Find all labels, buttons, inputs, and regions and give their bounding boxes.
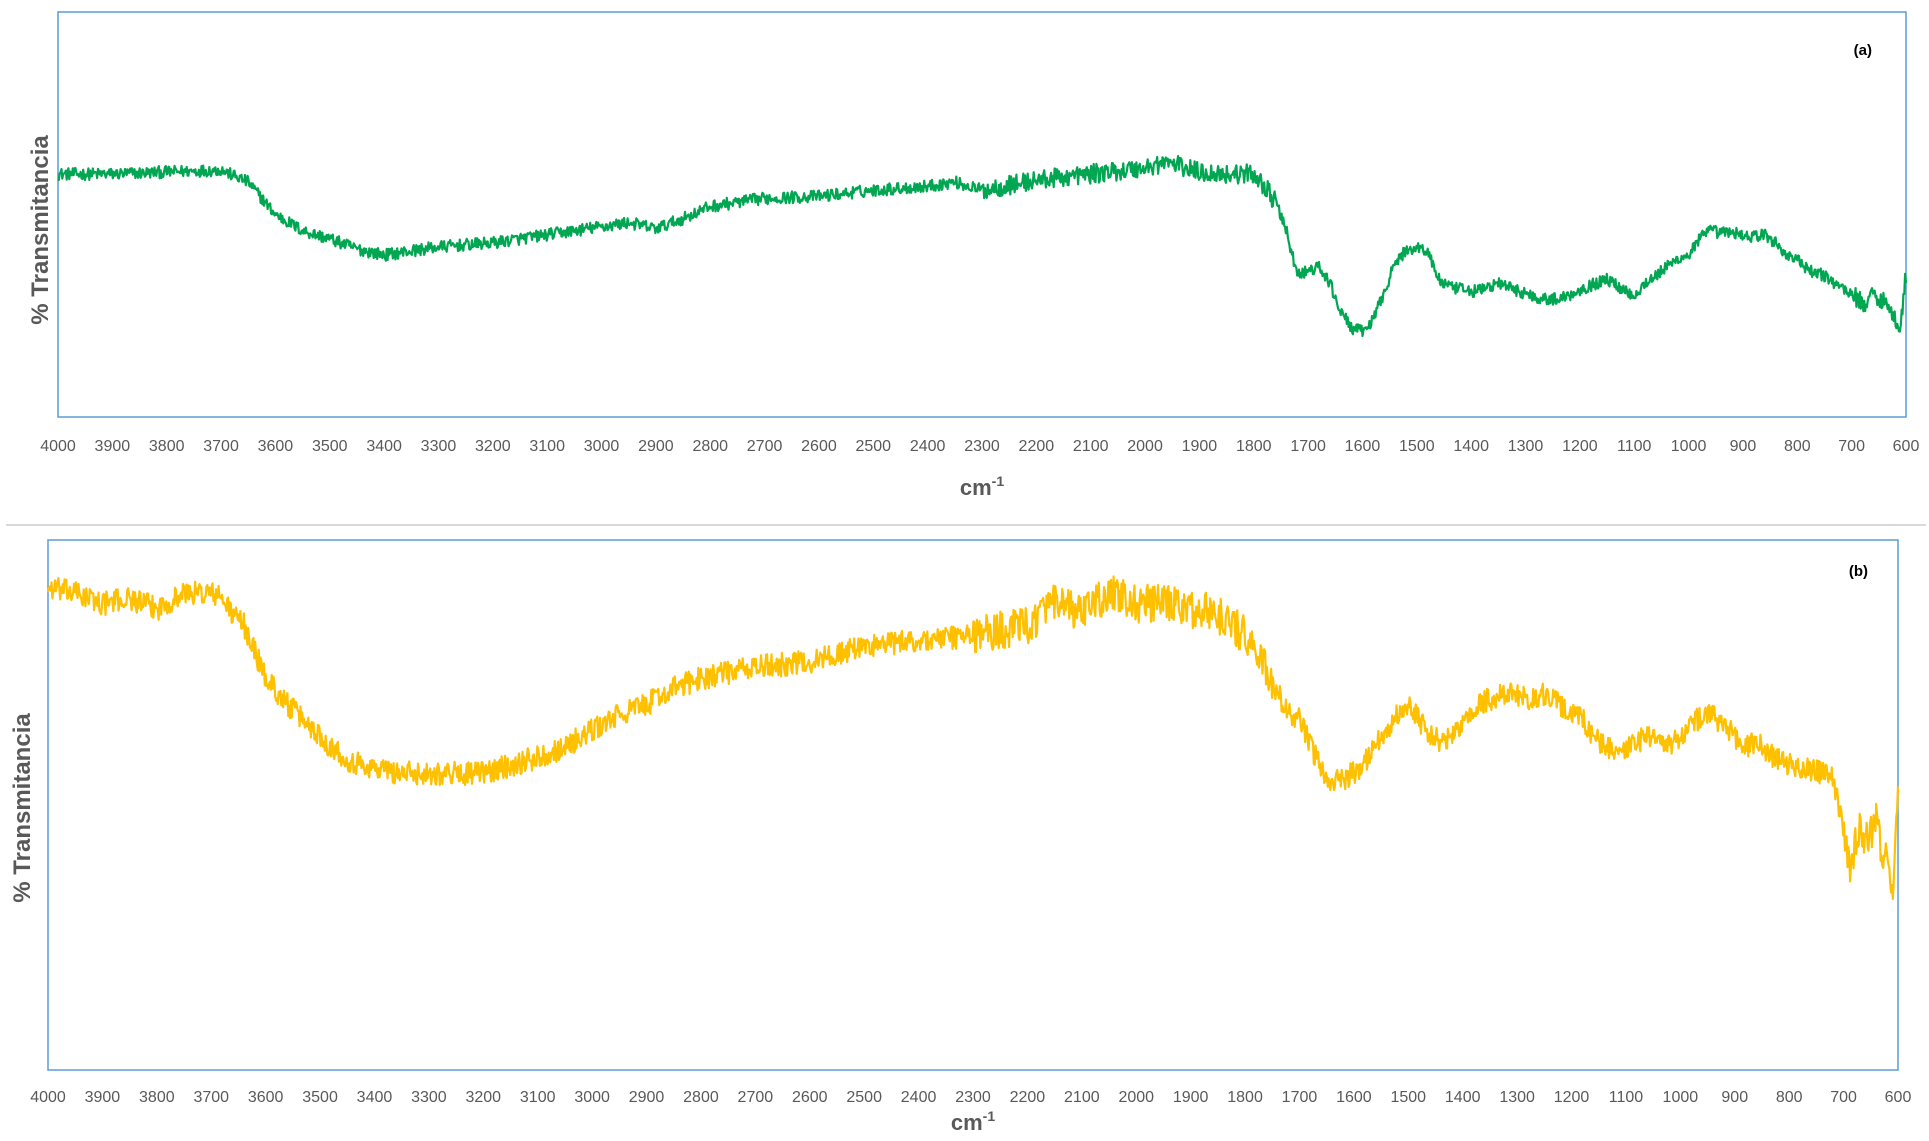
x-axis-label-b: cm-1	[951, 1108, 995, 1135]
x-tick-label-a-600: 600	[1893, 438, 1920, 455]
x-axis-unit-a: cm	[960, 475, 992, 500]
x-tick-label-a-2300: 2300	[964, 438, 1000, 455]
y-axis-label-b: % Transmitancia	[9, 713, 36, 903]
x-tick-label-b-2800: 2800	[683, 1089, 719, 1106]
x-tick-label-a-900: 900	[1730, 438, 1757, 455]
x-tick-label-b-1500: 1500	[1390, 1089, 1426, 1106]
chart-a: (a) % Transmitancia cm-1 4000 3900 3800 370…	[27, 11, 1919, 500]
x-tick-label-b-3300: 3300	[411, 1089, 447, 1106]
x-tick-label-a-3000: 3000	[584, 438, 620, 455]
x-tick-label-b-1000: 1000	[1663, 1089, 1699, 1106]
x-tick-label-a-3700: 3700	[203, 438, 239, 455]
series-b	[46, 575, 1900, 900]
x-tick-label-b-3000: 3000	[574, 1089, 610, 1106]
x-tick-label-b-1800: 1800	[1227, 1089, 1263, 1106]
x-tick-label-b-600: 600	[1885, 1089, 1912, 1106]
chart-panel-b: (b) % Transmitancia cm-1 4000 3900 3800 370…	[0, 528, 1929, 1141]
x-tick-label-a-2500: 2500	[855, 438, 891, 455]
x-tick-label-b-1400: 1400	[1445, 1089, 1481, 1106]
x-tick-label-a-4000: 4000	[40, 438, 76, 455]
x-tick-label-a-2800: 2800	[692, 438, 728, 455]
x-tick-label-b-2700: 2700	[738, 1089, 774, 1106]
chart-b: (b) % Transmitancia cm-1 4000 3900 3800 370…	[9, 539, 1911, 1135]
x-tick-label-b-1300: 1300	[1499, 1089, 1535, 1106]
x-tick-label-b-3100: 3100	[520, 1089, 556, 1106]
series-a	[57, 154, 1908, 338]
x-tick-label-a-1900: 1900	[1182, 438, 1218, 455]
x-tick-label-a-3300: 3300	[421, 438, 457, 455]
x-tick-label-a-2900: 2900	[638, 438, 674, 455]
x-tick-label-a-3500: 3500	[312, 438, 348, 455]
x-tick-label-a-3900: 3900	[95, 438, 131, 455]
x-tick-label-a-2600: 2600	[801, 438, 837, 455]
x-tick-label-b-700: 700	[1830, 1089, 1857, 1106]
x-tick-label-b-800: 800	[1776, 1089, 1803, 1106]
x-tick-label-a-1400: 1400	[1453, 438, 1489, 455]
x-tick-label-a-800: 800	[1784, 438, 1811, 455]
x-axis-unit-exponent-b: -1	[983, 1108, 996, 1124]
x-tick-label-b-900: 900	[1721, 1089, 1748, 1106]
x-tick-label-a-2000: 2000	[1127, 438, 1163, 455]
x-tick-labels-b: 4000 3900 3800 3700 3600 3500 3400 3300 3200 3100…	[30, 1089, 1911, 1106]
x-tick-label-b-1200: 1200	[1554, 1089, 1590, 1106]
chart-panel-a: (a) % Transmitancia cm-1 4000 3900 3800 370…	[0, 0, 1929, 520]
x-tick-label-b-2400: 2400	[901, 1089, 937, 1106]
x-axis-label-a: cm-1	[960, 473, 1004, 500]
x-tick-label-b-1600: 1600	[1336, 1089, 1372, 1106]
x-tick-label-a-1200: 1200	[1562, 438, 1598, 455]
x-tick-label-a-1000: 1000	[1671, 438, 1707, 455]
x-tick-label-a-1700: 1700	[1290, 438, 1326, 455]
x-tick-label-a-2700: 2700	[747, 438, 783, 455]
x-tick-label-b-3500: 3500	[302, 1089, 338, 1106]
x-tick-label-b-3800: 3800	[139, 1089, 175, 1106]
x-tick-label-b-1100: 1100	[1609, 1089, 1644, 1106]
x-tick-label-a-2200: 2200	[1019, 438, 1055, 455]
plot-frame-b	[47, 539, 1899, 1071]
x-tick-label-b-2900: 2900	[629, 1089, 665, 1106]
x-tick-label-a-1800: 1800	[1236, 438, 1272, 455]
x-tick-label-b-3900: 3900	[85, 1089, 121, 1106]
x-tick-labels-a: 4000 3900 3800 3700 3600 3500 3400 3300 3200 3100…	[40, 438, 1919, 455]
x-tick-label-b-2200: 2200	[1010, 1089, 1046, 1106]
series-line-b-0	[46, 575, 1900, 900]
y-axis-label-a: % Transmitancia	[27, 135, 54, 325]
x-tick-label-b-2100: 2100	[1064, 1089, 1100, 1106]
x-tick-label-a-1500: 1500	[1399, 438, 1435, 455]
x-tick-label-b-3400: 3400	[357, 1089, 393, 1106]
x-tick-label-b-3200: 3200	[465, 1089, 501, 1106]
x-tick-label-b-4000: 4000	[30, 1089, 66, 1106]
x-axis-unit-b: cm	[951, 1110, 983, 1135]
x-tick-label-b-2500: 2500	[846, 1089, 882, 1106]
x-tick-label-b-1700: 1700	[1282, 1089, 1318, 1106]
x-tick-label-b-3600: 3600	[248, 1089, 284, 1106]
x-tick-label-a-1300: 1300	[1508, 438, 1544, 455]
panel-label-b: (b)	[1849, 563, 1868, 580]
x-tick-label-a-3400: 3400	[366, 438, 402, 455]
panel-label-a: (a)	[1854, 42, 1872, 59]
x-tick-label-a-2100: 2100	[1073, 438, 1109, 455]
panel-divider	[6, 524, 1926, 526]
plot-frame-a	[57, 11, 1907, 418]
x-tick-label-a-3600: 3600	[258, 438, 294, 455]
x-tick-label-b-2300: 2300	[955, 1089, 991, 1106]
x-axis-unit-exponent-a: -1	[992, 473, 1005, 489]
x-tick-label-a-700: 700	[1838, 438, 1865, 455]
x-tick-label-a-1600: 1600	[1345, 438, 1381, 455]
x-tick-label-a-1100: 1100	[1617, 438, 1652, 455]
series-line-a-0	[57, 154, 1908, 338]
x-tick-label-b-2600: 2600	[792, 1089, 828, 1106]
x-tick-label-b-2000: 2000	[1118, 1089, 1154, 1106]
x-tick-label-a-3800: 3800	[149, 438, 185, 455]
x-tick-label-b-3700: 3700	[193, 1089, 229, 1106]
x-tick-label-b-1900: 1900	[1173, 1089, 1209, 1106]
x-tick-label-a-2400: 2400	[910, 438, 946, 455]
x-tick-label-a-3100: 3100	[529, 438, 565, 455]
x-tick-label-a-3200: 3200	[475, 438, 511, 455]
